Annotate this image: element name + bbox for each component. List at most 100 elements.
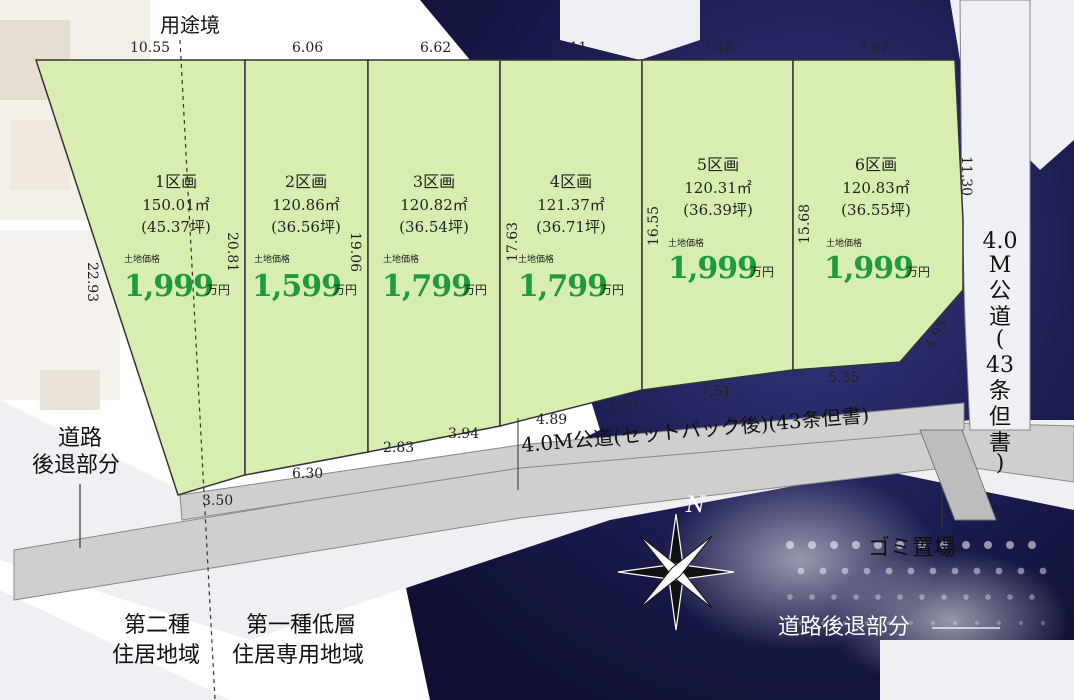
lot-6-price-unit: 万円 [906, 265, 930, 279]
lot-3-price-label: 土地価格 [383, 253, 419, 265]
lot-4-price-label: 土地価格 [518, 253, 554, 265]
lot-5-area: 120.31㎡ [684, 179, 752, 197]
light-dot [786, 541, 794, 549]
road-dim-lot3: 3.94 [448, 426, 479, 442]
lot-1-price-unit: 万円 [206, 283, 230, 297]
light-dot [1040, 620, 1046, 626]
right-road-char-9: 書 [989, 431, 1011, 456]
right-road-char-2: M [989, 253, 1012, 278]
lot-5-name: 5区画 [697, 155, 739, 174]
lot-3-area: 120.82㎡ [400, 196, 468, 214]
road-dimensions: 3.50 6.30 2.83 3.94 4.89 2.30 7.51 5.35 [202, 370, 859, 509]
light-dot [830, 541, 838, 549]
light-dot [853, 594, 859, 600]
top-dim-3: 6.62 [420, 40, 451, 56]
lot-6-name: 6区画 [855, 155, 897, 174]
lot-6[interactable] [792, 59, 964, 371]
light-dot [798, 620, 804, 626]
light-dot [974, 620, 980, 626]
light-dots [786, 541, 1047, 626]
north-compass: N [617, 493, 735, 631]
lot-5-price-label: 土地価格 [668, 237, 704, 249]
light-dot [809, 594, 815, 600]
light-dot [907, 567, 915, 575]
light-dot [864, 620, 870, 626]
top-dim-5: 7.46 [702, 40, 733, 56]
road-dim-lot4-a: 4.89 [536, 412, 567, 428]
light-dot [930, 620, 936, 626]
road-dim-lot5: 7.51 [700, 384, 731, 400]
right-road-char-6: 43 [986, 353, 1014, 378]
lot-4-price: 1,799 [518, 269, 607, 304]
lot-5[interactable] [641, 59, 794, 391]
dim-left: 22.93 [84, 262, 100, 302]
dim-boundary-4-5: 16.55 [646, 206, 662, 246]
road-setback-strip [179, 402, 965, 521]
lot-2-price-unit: 万円 [333, 283, 357, 297]
light-dot [984, 541, 992, 549]
zone-right-line-2: 住居専用地域 [232, 643, 364, 668]
light-dot [896, 541, 904, 549]
top-dim-6: 7.97 [858, 40, 889, 56]
light-dot [952, 620, 958, 626]
right-road-char-7: 条 [989, 379, 1011, 404]
right-road-char-3: 公 [989, 279, 1011, 304]
zoning-boundary-line [179, 39, 216, 700]
light-dot [963, 594, 969, 600]
lot-2-price: 1,599 [252, 269, 341, 304]
right-road-char-4: 道 [989, 305, 1011, 330]
lot-4-name: 4区画 [550, 172, 592, 191]
light-dot [995, 567, 1003, 575]
light-dot [863, 567, 871, 575]
lot-2-name: 2区画 [285, 172, 327, 191]
road-dim-lot1: 6.30 [292, 466, 323, 482]
setback-left-line-2: 後退部分 [32, 453, 120, 478]
lots [34, 59, 964, 496]
lot-5-price-unit: 万円 [750, 265, 774, 279]
light-dot [819, 567, 827, 575]
light-dot [929, 567, 937, 575]
lot-6-price-label: 土地価格 [826, 237, 862, 249]
light-dot [842, 620, 848, 626]
light-dot [918, 541, 926, 549]
right-road-char-5: ( [996, 327, 1005, 352]
light-dot [1006, 541, 1014, 549]
road-dim-lot2: 2.83 [383, 440, 414, 456]
right-road-char-10: ) [996, 451, 1005, 476]
lot-3-tsubo: (36.54坪) [399, 218, 469, 236]
light-dot [1039, 567, 1047, 575]
light-dot [985, 594, 991, 600]
road-dim-bottom-left: 3.50 [202, 493, 233, 509]
light-dot [940, 541, 948, 549]
top-dimensions: 10.55 6.06 6.62 7.11 7.46 7.97 [130, 40, 889, 56]
dim-boundary-2-3: 19.06 [347, 232, 363, 272]
garbage-area [919, 429, 997, 521]
lot-2-area: 120.86㎡ [272, 196, 340, 214]
north-label: N [685, 493, 706, 518]
light-dot [951, 567, 959, 575]
lot-2-price-label: 土地価格 [254, 253, 290, 265]
compass-needle-diag-2 [639, 535, 713, 609]
lot-4-area: 121.37㎡ [537, 196, 605, 214]
light-dot [797, 567, 805, 575]
dim-right: 11.30 [958, 156, 974, 196]
light-dot [919, 594, 925, 600]
light-dot [1028, 541, 1036, 549]
light-dot [875, 594, 881, 600]
lot-1-name: 1区画 [155, 172, 197, 191]
dim-boundary-5-6: 15.68 [797, 204, 813, 244]
lot-4[interactable] [499, 59, 643, 427]
lot-3-name: 3区画 [413, 172, 455, 191]
top-dim-4: 7.11 [556, 40, 587, 56]
zone-left-line-2: 住居地域 [112, 643, 200, 668]
lot-5-tsubo: (36.39坪) [683, 201, 753, 219]
light-dot [787, 594, 793, 600]
top-dim-1: 10.55 [130, 40, 170, 56]
garbage-label: ゴミ置場 [868, 536, 956, 561]
light-dot [885, 567, 893, 575]
zone-right-line-1: 第一種低層 [246, 613, 356, 638]
light-dot [897, 594, 903, 600]
top-dim-2: 6.06 [292, 40, 323, 56]
lot-1-area: 150.01㎡ [142, 196, 210, 214]
